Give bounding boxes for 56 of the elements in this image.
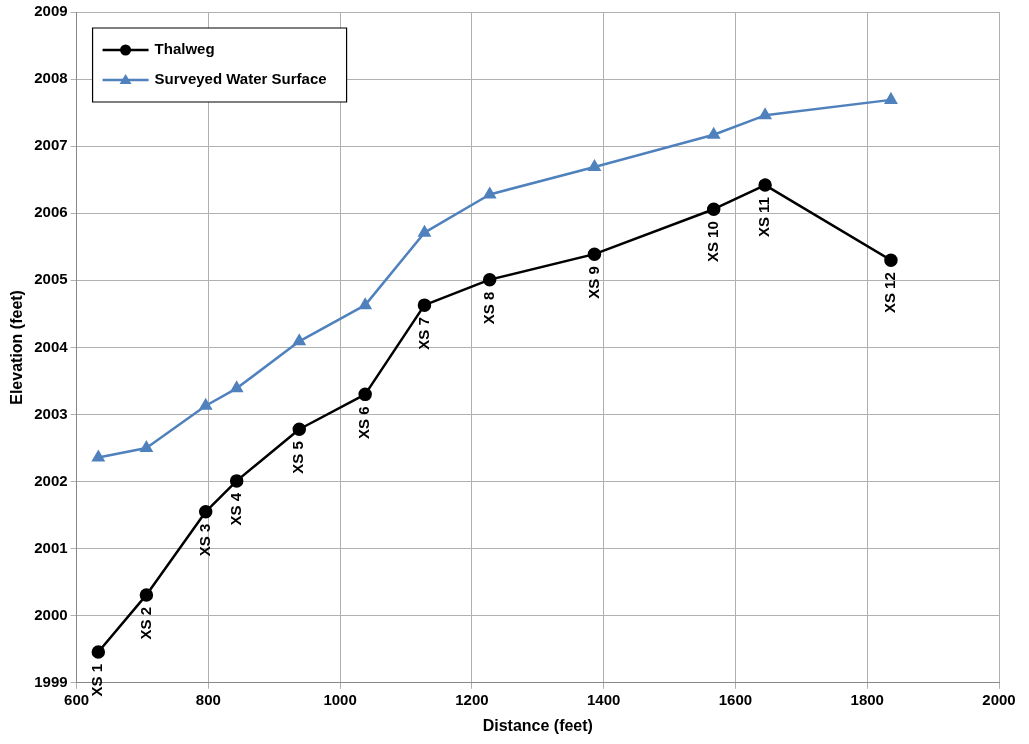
annotation: XS 7 [414, 317, 432, 350]
annotation: XS 5 [289, 441, 307, 474]
point [358, 387, 372, 402]
legend-label: Thalweg [154, 40, 215, 58]
x-tick-label: 2000 [982, 690, 1016, 708]
y-tick-label: 2001 [34, 538, 68, 556]
y-tick-label: 2002 [34, 471, 68, 489]
point [483, 187, 496, 199]
point [359, 298, 372, 310]
y-tick-label: 2009 [34, 2, 68, 20]
point [587, 247, 602, 261]
x-tick-label: 1200 [455, 690, 489, 708]
y-axis-title: Elevation (feet) [8, 290, 26, 405]
point [482, 272, 497, 287]
point [139, 588, 154, 602]
y-tick-label: 2005 [34, 270, 68, 288]
annotation: XS 1 [88, 663, 106, 697]
x-tick-label: 1000 [323, 690, 357, 708]
x-tick-label: 1600 [718, 690, 753, 708]
annotation: XS 12 [881, 272, 899, 314]
annotation: XS 6 [355, 406, 373, 439]
annotation: XS 8 [479, 291, 497, 325]
legend-label: Surveyed Water Surface [154, 70, 327, 88]
y-tick-label: 2008 [34, 69, 68, 87]
point [229, 474, 244, 488]
point [293, 334, 306, 346]
point [198, 505, 213, 519]
point [91, 645, 106, 659]
x-tick-label: 1400 [586, 690, 621, 708]
annotation: XS 3 [195, 523, 213, 557]
annotation: XS 11 [755, 197, 773, 238]
point [140, 441, 153, 453]
point [706, 202, 721, 216]
point [758, 178, 772, 192]
x-tick-label: 800 [195, 690, 221, 708]
y-tick-label: 2007 [34, 136, 68, 154]
y-tick-label: 1999 [34, 672, 68, 690]
point [759, 108, 772, 120]
point [588, 160, 601, 171]
point [417, 298, 432, 312]
point [92, 450, 105, 462]
y-tick-label: 2003 [34, 404, 68, 422]
point [418, 225, 431, 237]
point [292, 422, 307, 436]
annotation: XS 2 [136, 606, 154, 640]
y-tick-label: 2004 [34, 337, 69, 355]
y-tick-label: 2000 [34, 605, 68, 623]
x-tick-label: 600 [64, 690, 90, 708]
point [884, 253, 898, 267]
point [230, 381, 243, 393]
y-tick-label: 2006 [34, 203, 68, 221]
annotation: XS 10 [703, 221, 721, 263]
x-tick-label: 1800 [850, 690, 884, 708]
annotation: XS 4 [226, 492, 244, 526]
x-axis-title: Distance (feet) [482, 716, 593, 734]
annotation: XS 9 [584, 266, 602, 299]
